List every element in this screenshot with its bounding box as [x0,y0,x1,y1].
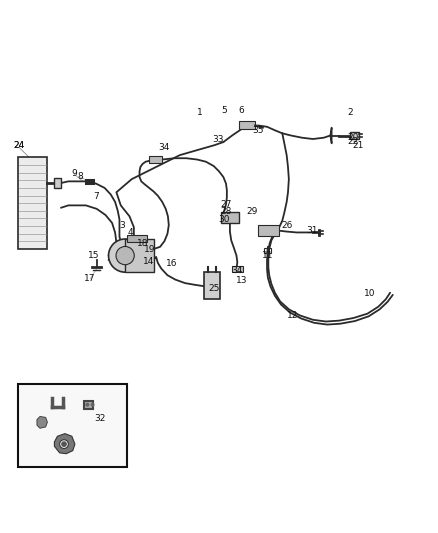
Bar [258,225,279,236]
Circle shape [109,239,142,272]
Bar [84,401,93,409]
Text: 8: 8 [77,173,83,182]
Text: 33: 33 [212,134,224,143]
Text: 1: 1 [197,108,202,117]
Text: 22: 22 [347,137,358,146]
Text: 35: 35 [253,126,264,135]
Text: 15: 15 [88,251,99,260]
Bar [18,384,127,467]
Circle shape [116,246,134,265]
Polygon shape [37,416,47,428]
Text: 34: 34 [232,266,243,276]
Text: 11: 11 [262,251,274,260]
Text: 28: 28 [220,207,231,216]
Circle shape [62,442,66,446]
Bar [265,248,272,253]
Text: 13: 13 [236,276,247,285]
Bar [239,121,255,129]
Text: 30: 30 [219,215,230,224]
Text: 18: 18 [137,239,148,248]
Text: 27: 27 [220,200,231,209]
Bar [127,235,147,243]
Text: 21: 21 [352,141,364,150]
Polygon shape [54,434,75,454]
Text: 5: 5 [221,106,227,115]
Text: 29: 29 [246,207,258,216]
Bar [149,157,162,163]
Circle shape [60,440,68,448]
Text: 20: 20 [348,133,359,142]
Text: 24: 24 [14,141,25,150]
Text: 7: 7 [93,192,99,201]
Text: 14: 14 [143,257,154,266]
Bar [125,239,153,272]
Circle shape [91,403,94,406]
Text: 32: 32 [95,414,106,423]
Text: 16: 16 [166,259,177,268]
Text: 9: 9 [71,169,77,179]
Text: 3: 3 [119,221,125,230]
Text: 6: 6 [239,106,244,115]
Bar [54,178,61,188]
Text: 26: 26 [282,221,293,230]
Circle shape [86,403,88,406]
Text: 19: 19 [144,245,156,254]
Text: 34: 34 [159,143,170,152]
Text: 24: 24 [14,141,25,150]
Text: 2: 2 [347,108,353,117]
Text: 10: 10 [364,289,375,298]
Bar [350,132,359,139]
Text: 31: 31 [306,226,317,235]
Text: 17: 17 [85,274,96,283]
Bar [204,272,220,299]
Bar [221,212,239,223]
Text: 4: 4 [128,228,134,237]
Text: 12: 12 [286,311,298,320]
Text: 25: 25 [208,284,219,293]
Bar [232,266,243,272]
Bar [18,157,46,249]
